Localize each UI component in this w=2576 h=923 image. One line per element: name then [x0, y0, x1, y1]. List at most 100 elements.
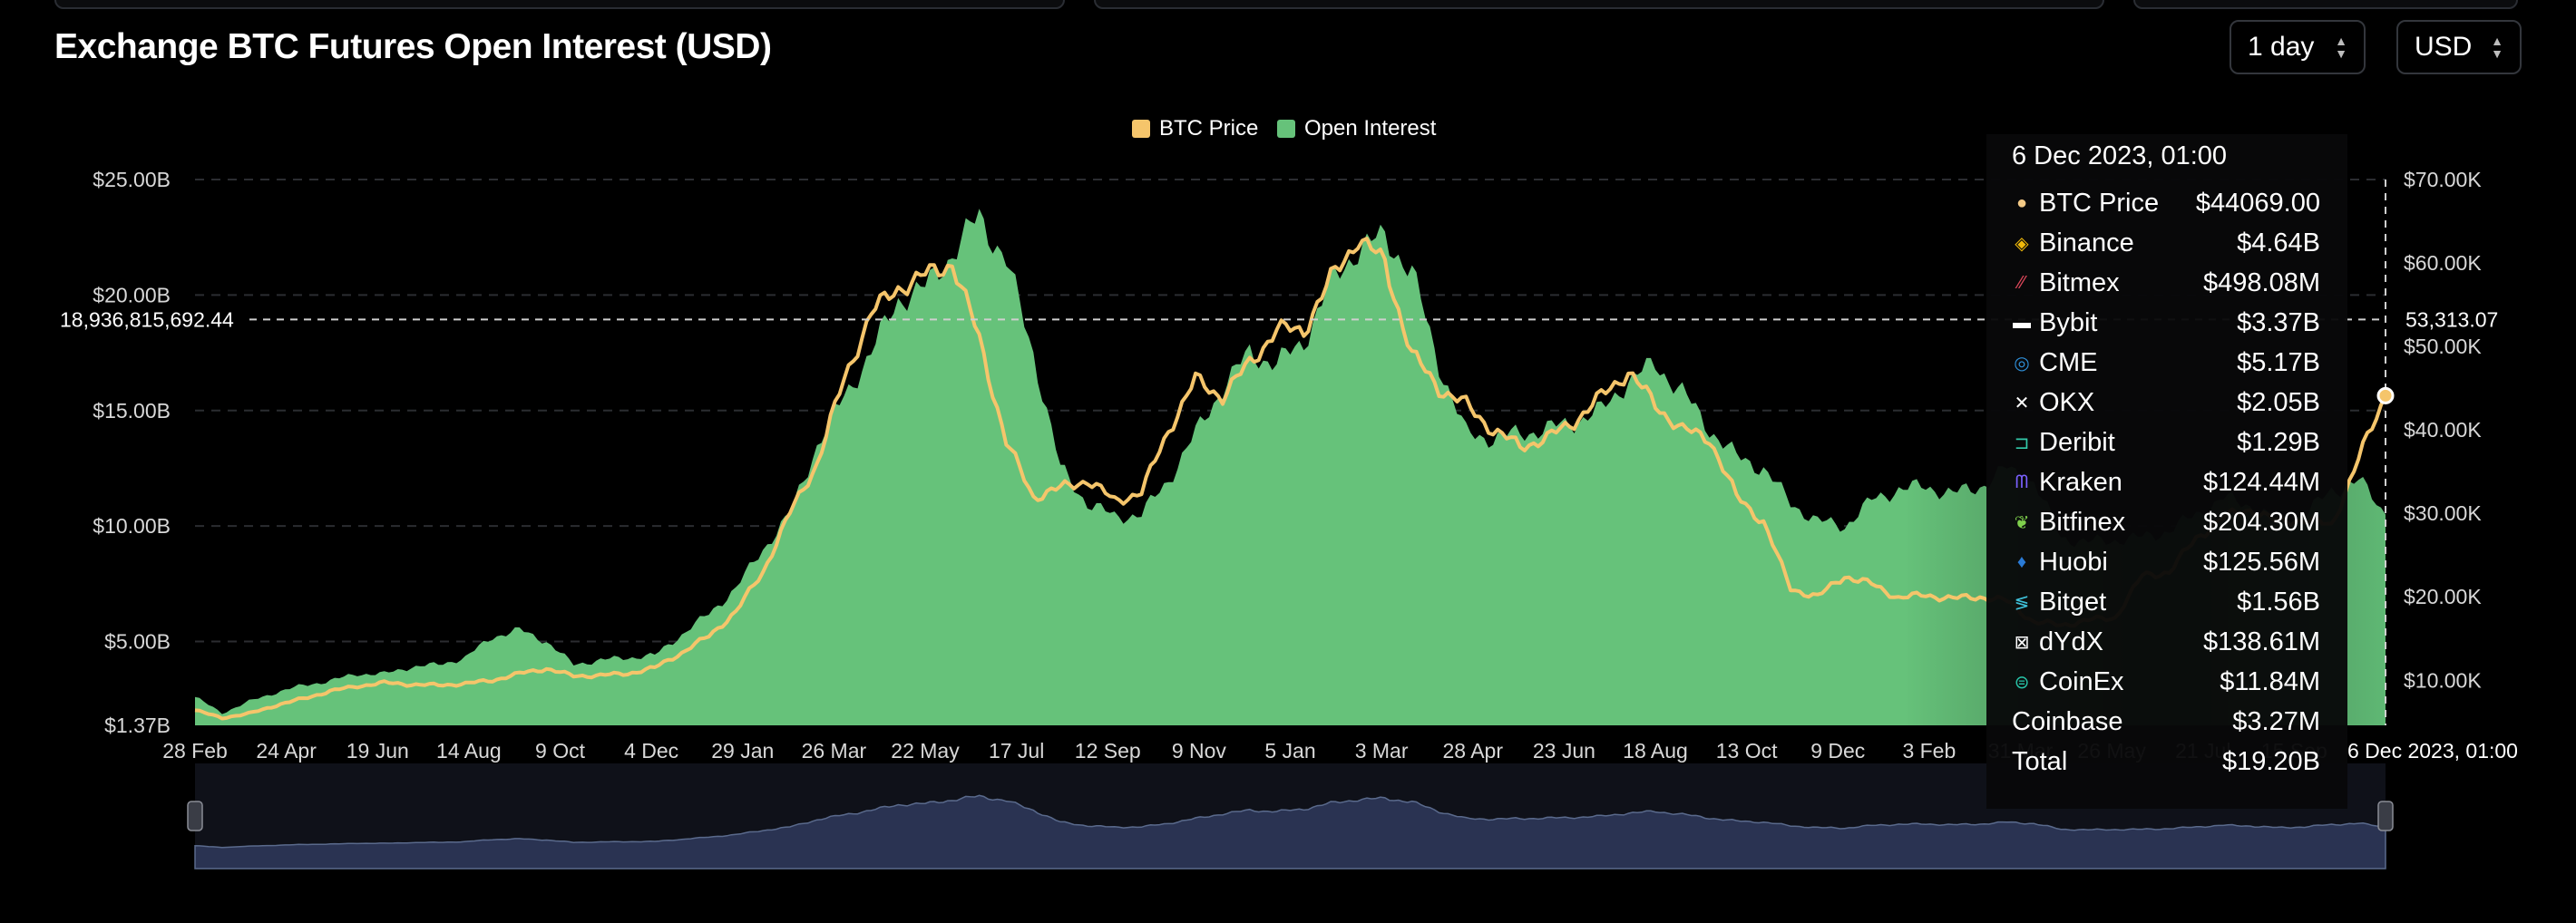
tooltip-row-name: Kraken	[2039, 467, 2122, 497]
tooltip-row: ◎ CME $5.17B	[2012, 344, 2320, 382]
tooltip-row-name: Bitget	[2039, 587, 2107, 617]
tooltip-row-value: $204.30M	[2203, 507, 2320, 537]
x-tick-label: 3 Feb	[1902, 739, 1956, 763]
x-tick-label: 9 Oct	[535, 739, 586, 763]
tooltip-row-value: $125.56M	[2203, 547, 2320, 577]
tooltip-row-value: $4.64B	[2237, 228, 2320, 257]
y-right-tick-label: $20.00K	[2404, 585, 2482, 608]
y-left-tick-label: $25.00B	[93, 168, 171, 191]
tooltip-row-name: Bitmex	[2039, 267, 2120, 297]
cme-icon: ◎	[2014, 353, 2030, 374]
tooltip-row-name: Coinbase	[2012, 706, 2123, 736]
tooltip-row-name: Bybit	[2039, 307, 2098, 337]
currency-select[interactable]: USD ▲ ▼	[2396, 20, 2522, 74]
crosshair-right-label: 53,313.07	[2405, 307, 2498, 331]
tooltip-row: ● BTC Price $44069.00	[2012, 184, 2320, 222]
currency-select-value: USD	[2415, 32, 2473, 62]
bitget-icon: ≶	[2014, 592, 2030, 613]
tooltip-row: ⊜ CoinEx $11.84M	[2012, 663, 2320, 701]
tooltip-row-value: $44069.00	[2195, 188, 2320, 218]
tooltip-row: ◈ Binance $4.64B	[2012, 224, 2320, 262]
crosshair-right-label-bg	[2393, 303, 2513, 336]
y-left-tick-label: $15.00B	[93, 399, 171, 423]
tooltip-time: 6 Dec 2023, 01:00	[2012, 141, 2228, 170]
legend-label: BTC Price	[1159, 116, 1259, 141]
y-left-tick-label: $5.00B	[104, 630, 171, 654]
x-tick-label: 23 Jun	[1533, 739, 1595, 763]
x-tick-label: 13 Oct	[1716, 739, 1778, 763]
x-tick-label: 24 Apr	[256, 739, 317, 763]
legend-item-open-interest[interactable]: Open Interest	[1277, 116, 1436, 141]
tooltip-row-name: Binance	[2039, 228, 2134, 257]
tooltip-row-name: CME	[2039, 347, 2098, 377]
coinex-icon: ⊜	[2014, 672, 2030, 693]
tooltip-row-name: BTC Price	[2039, 188, 2160, 218]
series-open-interest-area	[195, 209, 2386, 725]
x-tick-label: 14 Aug	[436, 739, 502, 763]
legend-swatch-btc-price	[1132, 120, 1150, 138]
y-right-tick-label: $70.00K	[2404, 168, 2482, 191]
page-title: Exchange BTC Futures Open Interest (USD)	[54, 27, 772, 66]
x-tick-label: 9 Dec	[1810, 739, 1865, 763]
y-right-tick-label: $40.00K	[2404, 418, 2482, 442]
tooltip-row-name: Deribit	[2039, 427, 2115, 457]
kraken-icon: ᗰ	[2015, 471, 2029, 492]
tooltip-row: Total $19.20B	[2012, 743, 2320, 781]
crosshair-x-label: 6 Dec 2023, 01:00	[2347, 739, 2518, 763]
hover-point-marker	[2376, 386, 2395, 404]
navigator-right-handle[interactable]	[2377, 801, 2394, 831]
crosshair-x-label-bg	[2331, 733, 2503, 767]
x-tick-label: 29 Jan	[711, 739, 774, 763]
binance-icon: ◈	[2015, 233, 2029, 254]
btc-price-dot-icon: ●	[2015, 192, 2028, 213]
tooltip-row: ▬ Bybit $3.37B	[2012, 304, 2320, 342]
bitmex-icon: ⁄⁄	[2018, 272, 2025, 293]
tooltip-row-value: $124.44M	[2203, 467, 2320, 497]
tooltip-row-name: Huobi	[2039, 547, 2108, 577]
tooltip-row: ⊠ dYdX $138.61M	[2012, 623, 2320, 661]
tooltip-row-name: Bitfinex	[2039, 507, 2126, 537]
y-right-tick-label: $10.00K	[2404, 668, 2482, 692]
tooltip-row: ᗰ Kraken $124.44M	[2012, 463, 2320, 501]
tooltip-row-value: $1.29B	[2237, 427, 2320, 457]
y-right-tick-label: $60.00K	[2404, 251, 2482, 275]
tooltip-row-name: CoinEx	[2039, 666, 2124, 696]
tooltip-row-value: $1.56B	[2237, 587, 2320, 617]
tooltip-row-value: $2.05B	[2237, 387, 2320, 417]
okx-icon: ✕	[2014, 393, 2030, 413]
tooltip-row: ⊐ Deribit $1.29B	[2012, 423, 2320, 462]
y-left-tick-label: $10.00B	[93, 514, 171, 538]
tooltip-row-value: $3.27M	[2232, 706, 2320, 736]
tooltip-row: ❦ Bitfinex $204.30M	[2012, 503, 2320, 541]
tooltip-row: ✕ OKX $2.05B	[2012, 384, 2320, 422]
crosshair-left-label-bg	[0, 303, 247, 336]
dydx-icon: ⊠	[2014, 632, 2030, 653]
x-tick-label: 18 Aug	[1623, 739, 1688, 763]
x-tick-label: 12 Sep	[1075, 739, 1141, 763]
x-tick-label: 4 Dec	[624, 739, 678, 763]
bitfinex-icon: ❦	[2014, 512, 2030, 533]
deribit-icon: ⊐	[2014, 432, 2030, 453]
legend-item-btc-price[interactable]: BTC Price	[1132, 116, 1258, 141]
y-left-tick-label: $1.37B	[104, 714, 171, 737]
huobi-icon: ♦	[2016, 551, 2027, 572]
tooltip-row-name: OKX	[2039, 387, 2095, 417]
x-tick-label: 26 Mar	[802, 739, 867, 763]
x-tick-label: 28 Apr	[1443, 739, 1504, 763]
crosshair-left-label: 18,936,815,692.44	[60, 307, 234, 331]
tooltip-row-value: $19.20B	[2221, 746, 2320, 776]
tooltip-row: ♦ Huobi $125.56M	[2012, 543, 2320, 581]
y-left-tick-label: $20.00B	[93, 283, 171, 306]
interval-select[interactable]: 1 day ▲ ▼	[2230, 20, 2366, 74]
legend-label: Open Interest	[1304, 116, 1437, 141]
tooltip-row: ≶ Bitget $1.56B	[2012, 583, 2320, 621]
x-tick-label: 28 Feb	[162, 739, 228, 763]
x-tick-label: 17 Jul	[989, 739, 1044, 763]
x-tick-label: 9 Nov	[1172, 739, 1227, 763]
x-tick-label: 3 Mar	[1355, 739, 1409, 763]
tooltip-row-value: $138.61M	[2203, 627, 2320, 656]
x-tick-label: 22 May	[891, 739, 960, 763]
tooltip-row: Coinbase $3.27M	[2012, 703, 2320, 741]
navigator-left-handle[interactable]	[187, 801, 203, 831]
tooltip-row-name: dYdX	[2039, 627, 2103, 656]
